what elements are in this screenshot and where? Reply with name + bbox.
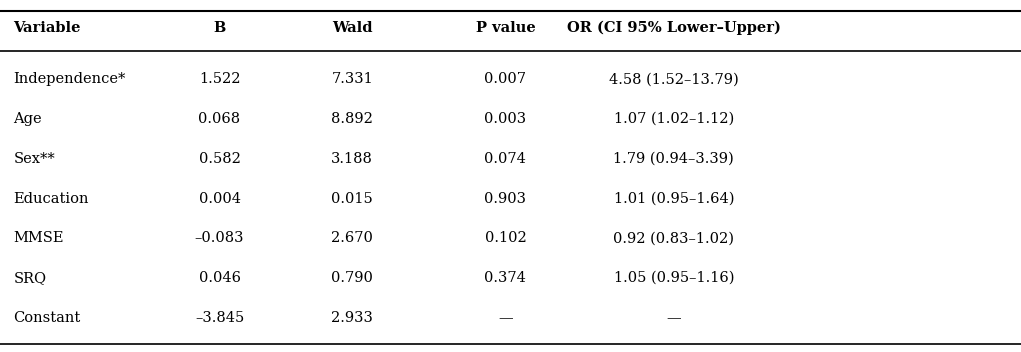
Text: 4.58 (1.52–13.79): 4.58 (1.52–13.79) <box>609 72 739 86</box>
Text: Variable: Variable <box>13 21 81 35</box>
Text: 1.79 (0.94–3.39): 1.79 (0.94–3.39) <box>614 152 734 166</box>
Text: B: B <box>213 21 226 35</box>
Text: P value: P value <box>476 21 535 35</box>
Text: 0.374: 0.374 <box>484 271 527 285</box>
Text: MMSE: MMSE <box>13 231 63 245</box>
Text: 0.790: 0.790 <box>331 271 374 285</box>
Text: 0.046: 0.046 <box>198 271 241 285</box>
Text: –3.845: –3.845 <box>195 311 244 325</box>
Text: 0.004: 0.004 <box>198 191 241 206</box>
Text: —: — <box>498 311 513 325</box>
Text: 1.05 (0.95–1.16): 1.05 (0.95–1.16) <box>614 271 734 285</box>
Text: 7.331: 7.331 <box>332 72 373 86</box>
Text: 0.003: 0.003 <box>484 112 527 126</box>
Text: OR (CI 95% Lower–Upper): OR (CI 95% Lower–Upper) <box>567 21 781 35</box>
Text: 2.670: 2.670 <box>331 231 374 245</box>
Text: 0.068: 0.068 <box>198 112 241 126</box>
Text: 1.522: 1.522 <box>199 72 240 86</box>
Text: Wald: Wald <box>332 21 373 35</box>
Text: Education: Education <box>13 191 89 206</box>
Text: 0.007: 0.007 <box>484 72 527 86</box>
Text: 0.582: 0.582 <box>198 152 241 166</box>
Text: 0.92 (0.83–1.02): 0.92 (0.83–1.02) <box>614 231 734 245</box>
Text: 8.892: 8.892 <box>331 112 374 126</box>
Text: 0.074: 0.074 <box>484 152 527 166</box>
Text: 3.188: 3.188 <box>331 152 374 166</box>
Text: Independence*: Independence* <box>13 72 126 86</box>
Text: Age: Age <box>13 112 42 126</box>
Text: 1.07 (1.02–1.12): 1.07 (1.02–1.12) <box>614 112 734 126</box>
Text: 0.015: 0.015 <box>332 191 373 206</box>
Text: 2.933: 2.933 <box>331 311 374 325</box>
Text: SRQ: SRQ <box>13 271 46 285</box>
Text: –0.083: –0.083 <box>195 231 244 245</box>
Text: Constant: Constant <box>13 311 81 325</box>
Text: 1.01 (0.95–1.64): 1.01 (0.95–1.64) <box>614 191 734 206</box>
Text: —: — <box>667 311 681 325</box>
Text: 0.102: 0.102 <box>485 231 526 245</box>
Text: 0.903: 0.903 <box>484 191 527 206</box>
Text: Sex**: Sex** <box>13 152 55 166</box>
